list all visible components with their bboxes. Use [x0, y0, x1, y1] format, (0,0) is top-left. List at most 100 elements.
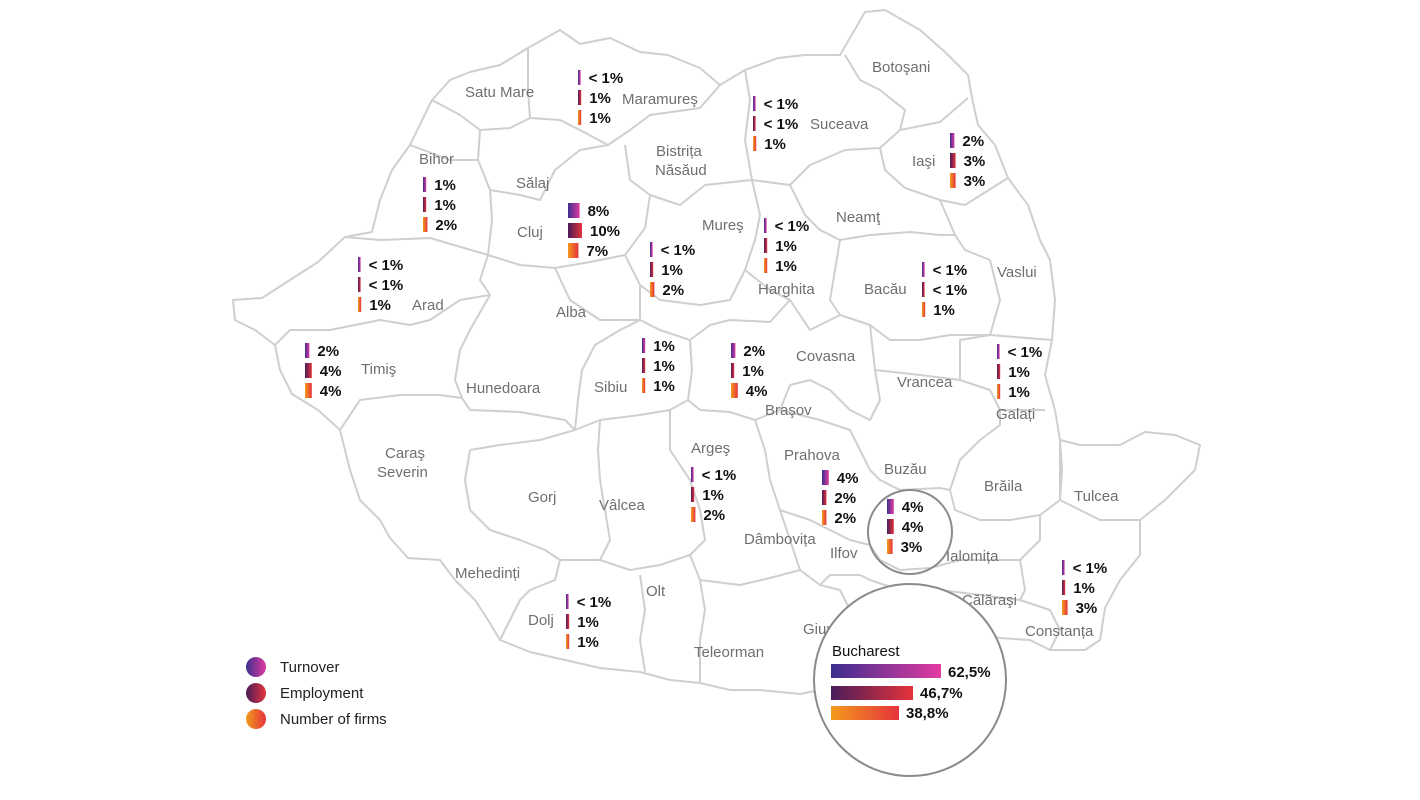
county-label: Neamţ	[836, 209, 881, 226]
county-label: Maramureş	[622, 91, 698, 108]
turnover-value: 4%	[902, 499, 924, 516]
turnover-bar	[753, 96, 756, 111]
firms-value: 1%	[775, 258, 797, 275]
stat-block: < 1% < 1% 1%	[753, 96, 798, 153]
firms-bar	[764, 258, 768, 273]
ilfov-highlight-circle	[867, 489, 953, 575]
turnover-value: 2%	[317, 343, 339, 360]
county-label: Năsăud	[655, 162, 707, 179]
stat-block: < 1% 1% 1%	[578, 70, 623, 127]
employment-bar	[568, 223, 582, 238]
county-label: Mehedinți	[455, 565, 520, 582]
stat-block: 2% 3% 3%	[950, 133, 985, 190]
employment-value: 4%	[902, 519, 924, 536]
turnover-value: 2%	[743, 343, 765, 360]
turnover-swatch-icon	[246, 657, 266, 677]
turnover-bar	[950, 133, 955, 148]
firms-bar	[358, 297, 362, 312]
bucharest-callout: Bucharest 62,5% 46,7% 38,8%	[813, 583, 1007, 777]
firms-value: 1%	[933, 302, 955, 319]
firms-bar	[568, 243, 579, 258]
turnover-value: < 1%	[764, 96, 799, 113]
legend-item-firms: Number of firms	[246, 706, 387, 732]
turnover-value: 4%	[837, 470, 859, 487]
county-label: Galați	[996, 406, 1035, 423]
stat-block: 4% 2% 2%	[822, 470, 858, 527]
turnover-bar	[578, 70, 581, 85]
employment-bar	[997, 364, 1001, 379]
bucharest-firms-value: 38,8%	[906, 705, 949, 722]
turnover-bar	[887, 499, 894, 514]
county-label: Covasna	[796, 348, 856, 365]
country-border	[232, 9, 1201, 695]
county-label: Vaslui	[997, 264, 1037, 281]
firms-bar	[753, 136, 757, 151]
county-label: Iaşi	[912, 153, 935, 170]
bucharest-turnover-value: 62,5%	[948, 664, 991, 681]
firms-bar	[997, 384, 1001, 399]
bucharest-employment-bar	[831, 686, 913, 700]
firms-bar	[950, 173, 956, 188]
firms-value: 4%	[746, 383, 768, 400]
legend-label: Turnover	[280, 658, 340, 676]
turnover-bar	[642, 338, 646, 353]
bucharest-employment-value: 46,7%	[920, 685, 963, 702]
stat-block: < 1% < 1% 1%	[922, 262, 967, 319]
firms-bar	[1062, 600, 1068, 615]
bucharest-label: Bucharest	[832, 643, 900, 660]
employment-value: 1%	[661, 262, 683, 279]
employment-value: 2%	[834, 490, 856, 507]
county-stat-blocks: < 1% 1% 1% < 1% < 1% 1% 2% 3% 3% 1% 1% 2% 8% 10% 7% < 1…	[305, 70, 1107, 651]
turnover-bar	[358, 257, 361, 272]
employment-value: 4%	[320, 363, 342, 380]
turnover-bar	[997, 344, 1000, 359]
turnover-bar	[1062, 560, 1065, 575]
county-label: Prahova	[784, 447, 841, 464]
turnover-bar	[305, 343, 310, 358]
employment-value: 1%	[434, 197, 456, 214]
turnover-value: 8%	[588, 203, 610, 220]
employment-bar	[1062, 580, 1066, 595]
employment-bar	[566, 614, 570, 629]
employment-value: < 1%	[369, 277, 404, 294]
stat-block: < 1% < 1% 1%	[358, 257, 403, 314]
employment-value: 1%	[577, 614, 599, 631]
employment-bar	[731, 363, 735, 378]
employment-bar	[305, 363, 312, 378]
turnover-value: < 1%	[1008, 344, 1043, 361]
firms-bar	[922, 302, 926, 317]
employment-value: 1%	[775, 238, 797, 255]
employment-bar	[922, 282, 925, 297]
firms-value: 3%	[964, 173, 986, 190]
firms-value: 1%	[589, 110, 611, 127]
firms-value: 1%	[1008, 384, 1030, 401]
turnover-bar	[822, 470, 829, 485]
firms-value: 7%	[586, 243, 608, 260]
bucharest-callout-circle	[813, 583, 1007, 777]
internal-borders	[274, 48, 1140, 683]
stat-block: < 1% 1% 1%	[566, 594, 611, 651]
firms-value: 1%	[369, 297, 391, 314]
county-label: Arad	[412, 297, 444, 314]
stat-block: 1% 1% 1%	[642, 338, 675, 395]
firms-bar	[566, 634, 570, 649]
stat-block: < 1% 1% 1%	[764, 218, 809, 275]
turnover-value: < 1%	[589, 70, 624, 87]
turnover-value: < 1%	[577, 594, 612, 611]
firms-value: 4%	[320, 383, 342, 400]
county-label: Ilfov	[830, 545, 858, 562]
employment-swatch-icon	[246, 683, 266, 703]
turnover-bar	[922, 262, 925, 277]
employment-value: 1%	[1073, 580, 1095, 597]
employment-value: 1%	[702, 487, 724, 504]
employment-bar	[642, 358, 646, 373]
county-label: Severin	[377, 464, 428, 481]
turnover-value: < 1%	[702, 467, 737, 484]
firms-bar	[887, 539, 893, 554]
employment-bar	[650, 262, 654, 277]
firms-value: 2%	[435, 217, 457, 234]
stat-block: 2% 1% 4%	[731, 343, 767, 400]
county-label: Dâmbovița	[744, 531, 816, 548]
stat-block: 8% 10% 7%	[568, 203, 620, 260]
